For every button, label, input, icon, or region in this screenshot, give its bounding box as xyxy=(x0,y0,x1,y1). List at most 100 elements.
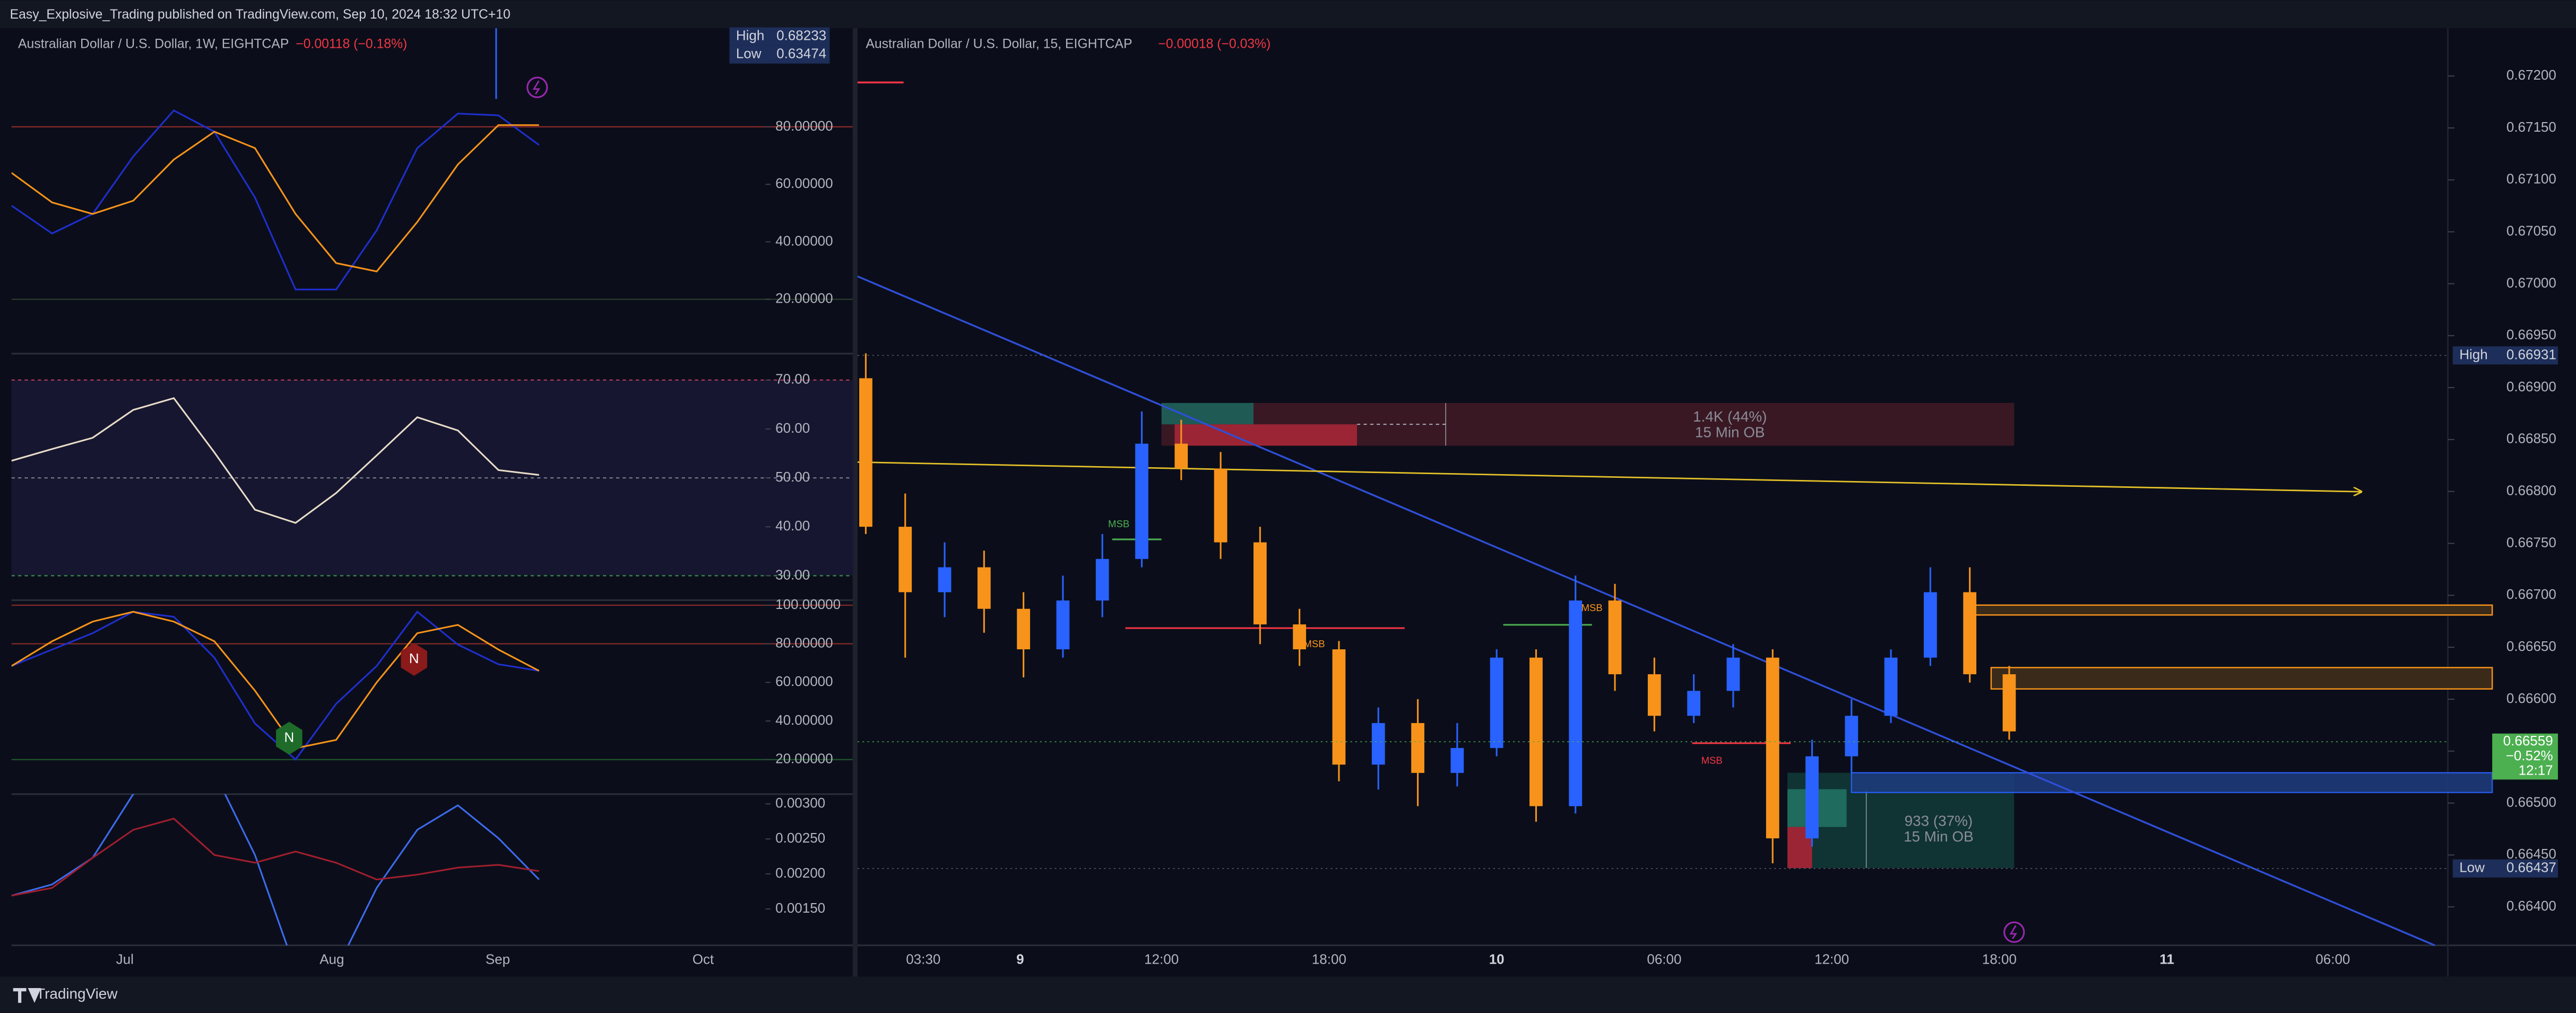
y-tick-label: 0.00150 xyxy=(775,900,825,916)
msb-label: MSB xyxy=(1581,602,1603,613)
signal-marker xyxy=(401,642,427,676)
y-tick-label: 60.00 xyxy=(775,420,810,436)
candle-body xyxy=(1884,657,1898,716)
y-tick-label: 30.00 xyxy=(775,566,810,582)
trend-line xyxy=(857,276,2435,947)
time-tick-label: 12:00 xyxy=(1814,951,1849,967)
time-tick-label: Aug xyxy=(319,951,344,967)
y-tick-label: 20.00000 xyxy=(775,290,833,306)
indicator-line xyxy=(11,611,539,761)
indicator-line xyxy=(11,611,540,749)
price-label-box xyxy=(2452,346,2558,365)
indicator-pane xyxy=(11,109,853,300)
range-name: High xyxy=(736,28,764,44)
price-tick-label: 0.67050 xyxy=(2506,222,2556,238)
candle-body xyxy=(1411,723,1424,773)
y-tick-label: 0.00250 xyxy=(775,830,825,846)
candle-body xyxy=(1766,657,1779,839)
candle-body xyxy=(1371,723,1385,765)
candle-body xyxy=(859,378,872,527)
zone-annotation: 1.4K (44%) xyxy=(1693,408,1767,425)
candle-body xyxy=(1687,691,1701,716)
time-tick-label: Sep xyxy=(486,951,510,967)
supply-zone xyxy=(1990,667,2493,690)
candle-body xyxy=(1253,542,1267,625)
time-tick-label: 06:00 xyxy=(2315,951,2350,967)
price-tick-label: 0.66850 xyxy=(2506,431,2556,447)
zone-annotation: 15 Min OB xyxy=(1695,424,1765,441)
price-tick-label: 0.66900 xyxy=(2506,379,2556,394)
range-name: Low xyxy=(736,46,762,62)
time-tick-label: 11 xyxy=(2159,951,2174,967)
candle-body xyxy=(1293,624,1307,650)
publish-note: Easy_Explosive_Trading published on Trad… xyxy=(10,7,511,22)
time-tick-label: Jul xyxy=(116,951,134,967)
time-tick-label: 18:00 xyxy=(1982,951,2017,967)
time-tick-label: 18:00 xyxy=(1312,951,1346,967)
msb-label: MSB xyxy=(1303,638,1325,649)
time-tick-label: 10 xyxy=(1489,951,1505,967)
msb-label: MSB xyxy=(1108,518,1129,529)
price-tick-label: 0.67000 xyxy=(2506,274,2556,290)
indicator-line xyxy=(11,124,539,272)
price-tick-label: 0.66450 xyxy=(2506,846,2556,862)
top-bar xyxy=(0,0,2576,29)
indicator-pane xyxy=(11,604,853,761)
indicator-pane xyxy=(11,379,853,577)
price-change: −0.00018 (−0.03%) xyxy=(1158,37,1270,51)
event-icon[interactable] xyxy=(526,76,548,98)
price-tick-label: 0.67100 xyxy=(2506,171,2556,187)
candle-body xyxy=(938,567,952,593)
order-block-zone xyxy=(1174,424,1358,446)
time-tick-label: 9 xyxy=(1016,951,1024,967)
candle-body xyxy=(1529,657,1543,806)
range-box xyxy=(729,45,830,64)
price-tick-label: 0.66500 xyxy=(2506,794,2556,810)
msb-label: MSB xyxy=(1701,755,1723,766)
price-tick-label: 0.66400 xyxy=(2506,898,2556,914)
signal-marker xyxy=(276,722,302,755)
candle-body xyxy=(977,567,991,609)
price-label-value: 0.66931 xyxy=(2506,346,2556,362)
time-tick-label: 03:30 xyxy=(906,951,940,967)
indicator-line xyxy=(11,818,539,897)
y-tick-label: 0.00200 xyxy=(775,865,825,881)
candle-body xyxy=(1924,592,1937,658)
y-tick-label: 20.00000 xyxy=(775,751,833,767)
demand-zone xyxy=(1851,772,2493,793)
signal-label: N xyxy=(409,650,419,666)
price-tick-label: 0.66650 xyxy=(2506,638,2556,654)
trend-line xyxy=(857,461,2361,492)
bottom-bar xyxy=(0,976,2576,1013)
brand: TradingView xyxy=(36,985,118,1002)
order-block-zone xyxy=(1161,402,1254,425)
y-tick-label: 40.00 xyxy=(775,518,810,534)
y-tick-label: 80.00000 xyxy=(775,634,833,650)
price-tick-label: 0.67200 xyxy=(2506,67,2556,83)
last-price: 0.66559 xyxy=(2503,733,2553,749)
time-tick-label: Oct xyxy=(693,951,714,967)
y-tick-label: 40.00000 xyxy=(775,712,833,728)
supply-zone xyxy=(1969,604,2493,616)
indicator-line xyxy=(11,397,539,524)
price-tick-label: 0.66800 xyxy=(2506,483,2556,499)
price-label-box xyxy=(2452,859,2558,878)
candle-body xyxy=(1135,443,1148,559)
candle-body xyxy=(898,527,912,593)
indicator-line xyxy=(11,109,540,290)
y-tick-label: 60.00000 xyxy=(775,673,833,689)
y-tick-label: 100.00000 xyxy=(775,596,841,612)
price-tick-label: 0.66600 xyxy=(2506,690,2556,706)
candle-body xyxy=(1214,468,1228,543)
price-tick-label: 0.66950 xyxy=(2506,327,2556,342)
candle-body xyxy=(2002,674,2016,732)
range-value: 0.68233 xyxy=(776,28,826,44)
indicator-pane xyxy=(11,794,540,946)
y-tick-label: 80.00000 xyxy=(775,118,833,134)
symbol-title: Australian Dollar / U.S. Dollar, 1W, EIG… xyxy=(18,37,289,51)
bar-countdown: 12:17 xyxy=(2519,762,2553,778)
price-tick-label: 0.67150 xyxy=(2506,119,2556,135)
event-icon[interactable] xyxy=(2003,921,2025,943)
